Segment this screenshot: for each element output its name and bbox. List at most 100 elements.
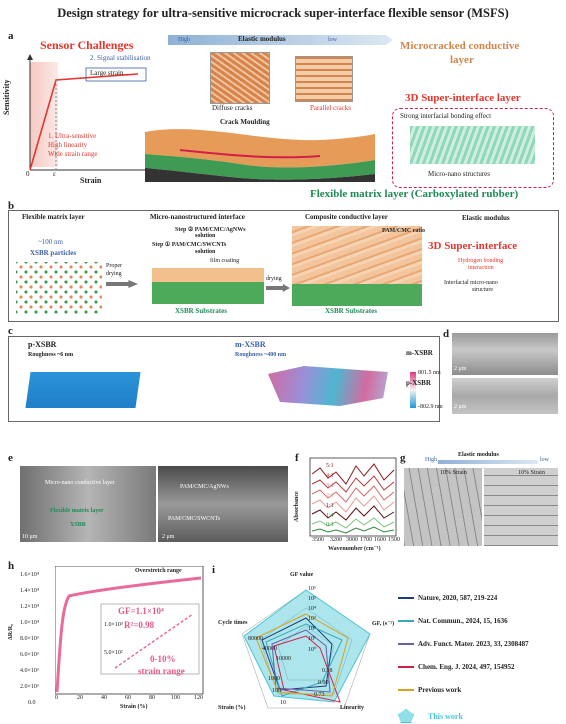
elastic-modulus-bar bbox=[168, 35, 393, 45]
radar-label-11: 40000 bbox=[262, 646, 277, 652]
particles-image bbox=[16, 262, 102, 314]
d-p-label: p-XSBR bbox=[406, 379, 431, 387]
flex-matrix-title: Flexible matrix layer bbox=[22, 213, 85, 221]
elastic-modulus-label: Elastic modulus bbox=[238, 35, 286, 43]
p-title: p-XSBR bbox=[28, 340, 57, 349]
h-ytick-8: 1.6×10⁴ bbox=[20, 572, 39, 578]
high-label: High bbox=[178, 37, 190, 43]
axis-cycle: Cycle times bbox=[218, 620, 248, 626]
flex-layer-label: Flexible matrix layer bbox=[50, 508, 104, 514]
overstretch-label: Overstretch range bbox=[135, 568, 182, 574]
radar-label-6: 10⁰ bbox=[308, 647, 317, 653]
height-colorbar bbox=[410, 372, 416, 408]
size-label: ~100 nm bbox=[38, 238, 63, 246]
g-sem-right bbox=[484, 468, 558, 546]
drying2-label: drying bbox=[266, 276, 282, 282]
film-label: film coating bbox=[210, 258, 240, 264]
m-xsbr-afm bbox=[268, 366, 388, 406]
agnws-label: PAM/CMC/AgNWs bbox=[180, 484, 229, 490]
g-elastic-label: Elastic modulus bbox=[458, 452, 499, 458]
ratio-2: 3:1 bbox=[326, 483, 334, 489]
ultra-sensitive-label: 1. Ultra-sensitive bbox=[48, 132, 97, 140]
h-ytick-1: 2.0×10³ bbox=[20, 684, 39, 690]
legend-swatch bbox=[398, 597, 414, 599]
legend-item-cej: Chem. Eng. J. 2024, 497, 154952 bbox=[398, 663, 564, 671]
micro-nano-label: Micro-nano structures bbox=[428, 170, 491, 178]
large-strain-box bbox=[85, 67, 147, 82]
radar-label-9: 0.73 bbox=[314, 692, 325, 698]
microcracked-label-2: layer bbox=[450, 54, 474, 66]
panel-g-label: g bbox=[400, 452, 406, 464]
panel-d-label: d bbox=[443, 328, 450, 340]
panel-b-frame bbox=[8, 210, 559, 322]
elastic-label: Elastic modulus bbox=[462, 214, 510, 222]
g-strain-2: 10% Strain bbox=[518, 470, 545, 476]
h-ytick-3: 6.0×10³ bbox=[20, 652, 39, 658]
sensor-challenges-title: Sensor Challenges bbox=[40, 38, 134, 52]
proper-label: Proper bbox=[106, 263, 122, 269]
panel-f-label: f bbox=[295, 452, 299, 464]
e-scale-1: 10 μm bbox=[22, 534, 38, 540]
f-y-label: Absorbance bbox=[294, 491, 300, 522]
pam-ratio-label: PAM/CMC ratio bbox=[382, 228, 426, 234]
hbond2-label: interaction bbox=[468, 265, 494, 271]
radar-label-5: 10¹ bbox=[308, 636, 316, 642]
inset-ytick-1: 5.0×10² bbox=[104, 650, 123, 656]
legend-item-previous: Previous work bbox=[398, 686, 564, 694]
diffuse-cracks-label: Diffuse cracks bbox=[212, 104, 253, 112]
substrates2-label: XSBR Substrates bbox=[325, 307, 377, 315]
super3d-title: 3D Super-interface layer bbox=[405, 92, 521, 104]
gf-label: GF=1.1×10⁴ bbox=[118, 606, 164, 616]
ratio-4: 1:1 bbox=[326, 503, 334, 509]
legend-item-this-work: This work bbox=[398, 709, 564, 723]
panel-i-label: i bbox=[212, 564, 216, 576]
large-strain-label: Large strain bbox=[90, 69, 124, 77]
step1-label: Step ① PAM/CMC/SWCNTs bbox=[152, 242, 227, 248]
substrates-label: XSBR Substrates bbox=[175, 307, 227, 315]
composite-title: Composite conductive layer bbox=[305, 213, 388, 221]
h-inset bbox=[100, 603, 200, 675]
axis-gft: GF, (s⁻¹) bbox=[372, 621, 395, 627]
composite-layer bbox=[292, 226, 422, 284]
crack-moulding-label: Crack Moulding bbox=[220, 118, 270, 126]
m-xsbr-sem bbox=[452, 333, 558, 375]
legend-swatch bbox=[398, 689, 414, 691]
arrow-2 bbox=[266, 284, 290, 292]
radar-label-15: 10 bbox=[280, 700, 286, 706]
xsbr-label: XSBR bbox=[70, 522, 87, 528]
cbar-bot-label: -802.9 nm bbox=[418, 404, 443, 410]
axis-strain: Strain (%) bbox=[218, 705, 246, 711]
micro-nano-image bbox=[410, 126, 535, 164]
legend-item-natcommun: Nat. Commun., 2024, 15, 1636 bbox=[398, 617, 564, 625]
axis-linearity: Linearity bbox=[340, 705, 364, 711]
legend-item-afm: Adv. Funct. Mater. 2023, 33, 2308487 bbox=[398, 640, 564, 648]
panel-b-label: b bbox=[8, 200, 15, 212]
radar-label-14: 100 bbox=[272, 688, 281, 694]
origin-label: 0 bbox=[26, 170, 30, 178]
h-xtick-6: 120 bbox=[194, 695, 203, 701]
panel-c-label: c bbox=[8, 325, 13, 337]
micro-title: Micro-nanostructured interface bbox=[150, 213, 245, 221]
interfacial2-label: structure bbox=[472, 287, 493, 293]
radar-label-3: 10³ bbox=[308, 616, 316, 622]
radar-label-1: 10⁵ bbox=[308, 596, 317, 602]
legend-label: Adv. Funct. Mater. 2023, 33, 2308487 bbox=[418, 640, 529, 648]
legend-label: Nature, 2020, 587, 219-224 bbox=[418, 594, 498, 602]
p-xsbr-sem bbox=[452, 378, 558, 414]
legend-label: Previous work bbox=[418, 686, 462, 694]
radar-legend: Nature, 2020, 587, 219-224 Nat. Commun.,… bbox=[398, 594, 564, 723]
range1-label: 0-10% bbox=[150, 654, 176, 664]
cbar-top-label: 801.5 nm bbox=[418, 370, 441, 376]
coating-layer bbox=[152, 268, 264, 282]
epsilon-label: ε bbox=[53, 170, 56, 178]
parallel-cracks-label: Parallel cracks bbox=[310, 104, 352, 112]
interfacial1-label: Interfacial micro-nano bbox=[444, 280, 498, 286]
p-rough: Roughness ~6 nm bbox=[28, 352, 74, 358]
step2b-label: solution bbox=[195, 233, 216, 239]
h-ytick-7: 1.4×10⁴ bbox=[20, 588, 39, 594]
g-sem-left bbox=[404, 468, 482, 546]
radar-label-7: 0.98 bbox=[322, 668, 333, 674]
h-xtick-4: 80 bbox=[149, 695, 155, 701]
range2-label: strain range bbox=[138, 666, 185, 676]
radar-label-8: 0.90 bbox=[318, 680, 329, 686]
